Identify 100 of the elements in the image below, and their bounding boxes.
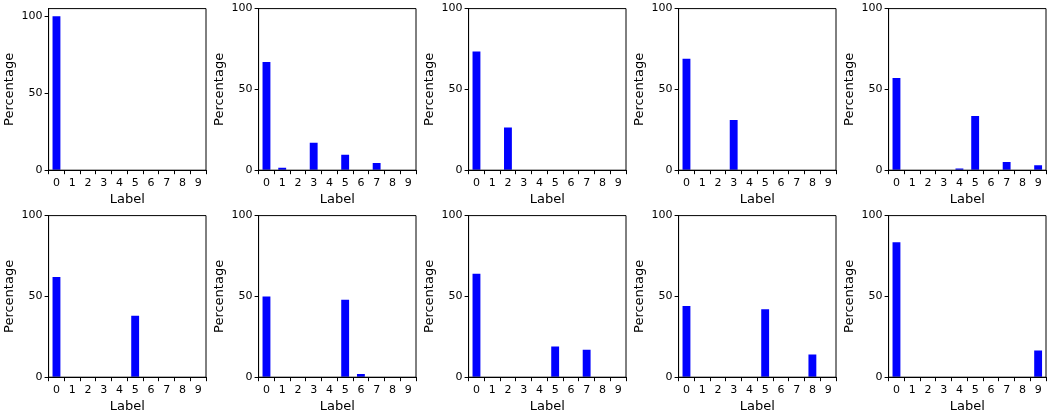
bar	[1034, 165, 1043, 170]
x-axis-title: Label	[319, 397, 355, 413]
x-tick-label: 0	[472, 382, 480, 396]
x-tick-label: 4	[745, 382, 753, 396]
x-tick-label: 1	[68, 382, 76, 396]
x-tick-label: 7	[793, 382, 801, 396]
x-tick-label: 7	[1003, 382, 1011, 396]
x-tick-label: 8	[178, 382, 186, 396]
x-tick-label: 7	[793, 175, 801, 189]
x-tick-label: 0	[472, 175, 480, 189]
x-axis-title: Label	[529, 190, 565, 206]
y-axis-title: Percentage	[631, 259, 647, 333]
x-tick-label: 4	[535, 382, 543, 396]
x-tick-label: 0	[682, 175, 690, 189]
y-tick-label: 50	[658, 289, 673, 303]
y-tick-label: 50	[658, 82, 673, 96]
y-tick-label: 50	[238, 82, 253, 96]
x-tick-label: 1	[908, 382, 916, 396]
x-tick-label: 8	[598, 382, 606, 396]
x-tick-label: 0	[52, 175, 60, 189]
bar	[341, 299, 350, 377]
y-tick-label: 50	[238, 289, 253, 303]
x-tick-label: 9	[614, 175, 622, 189]
x-axis-title: Label	[109, 190, 145, 206]
x-tick-label: 2	[924, 175, 932, 189]
x-tick-label: 3	[520, 382, 528, 396]
y-tick-label: 0	[455, 370, 463, 384]
x-tick-label: 2	[294, 382, 302, 396]
y-tick-label: 100	[861, 208, 883, 222]
y-tick-label: 50	[28, 289, 43, 303]
x-tick-label: 1	[68, 175, 76, 189]
x-tick-label: 0	[52, 382, 60, 396]
x-tick-label: 1	[278, 175, 286, 189]
y-tick-label: 0	[665, 370, 673, 384]
x-tick-label: 2	[84, 382, 92, 396]
x-tick-label: 1	[698, 382, 706, 396]
x-tick-label: 6	[357, 382, 365, 396]
y-axis-title: Percentage	[1, 259, 17, 333]
x-tick-label: 2	[504, 175, 512, 189]
y-tick-label: 0	[455, 163, 463, 177]
x-tick-label: 5	[131, 175, 139, 189]
x-tick-label: 6	[567, 175, 575, 189]
x-tick-label: 3	[100, 175, 108, 189]
x-axis-title: Label	[109, 397, 145, 413]
x-tick-label: 5	[551, 382, 559, 396]
y-tick-label: 50	[868, 82, 883, 96]
y-axis-title: Percentage	[841, 259, 857, 333]
x-tick-label: 4	[115, 175, 123, 189]
x-tick-label: 9	[1034, 175, 1042, 189]
x-tick-label: 4	[955, 175, 963, 189]
x-axis-title: Label	[529, 397, 565, 413]
x-tick-label: 7	[583, 175, 591, 189]
bar	[262, 296, 271, 377]
x-tick-label: 8	[388, 175, 396, 189]
y-tick-label: 100	[861, 1, 883, 15]
x-tick-label: 8	[1018, 175, 1026, 189]
x-tick-label: 2	[924, 382, 932, 396]
bar	[582, 349, 591, 377]
x-tick-label: 0	[892, 382, 900, 396]
x-tick-label: 6	[987, 175, 995, 189]
x-tick-label: 5	[341, 382, 349, 396]
x-tick-label: 6	[147, 382, 155, 396]
x-tick-label: 1	[278, 382, 286, 396]
x-tick-label: 2	[714, 382, 722, 396]
x-tick-label: 0	[262, 382, 270, 396]
x-tick-label: 2	[294, 175, 302, 189]
y-tick-label: 0	[875, 370, 883, 384]
x-tick-label: 2	[84, 175, 92, 189]
bar	[971, 116, 980, 170]
x-tick-label: 9	[404, 382, 412, 396]
y-tick-label: 50	[448, 289, 463, 303]
x-tick-label: 7	[373, 382, 381, 396]
y-axis-title: Percentage	[841, 52, 857, 126]
x-tick-label: 1	[488, 175, 496, 189]
y-tick-label: 100	[231, 1, 253, 15]
x-tick-label: 3	[310, 175, 318, 189]
y-axis-title: Percentage	[211, 259, 227, 333]
x-tick-label: 5	[341, 175, 349, 189]
x-tick-label: 7	[583, 382, 591, 396]
x-tick-label: 6	[777, 382, 785, 396]
x-tick-label: 8	[388, 382, 396, 396]
x-tick-label: 9	[194, 175, 202, 189]
y-tick-label: 0	[35, 370, 43, 384]
y-tick-label: 0	[245, 163, 253, 177]
x-tick-label: 1	[908, 175, 916, 189]
x-tick-label: 9	[404, 175, 412, 189]
x-tick-label: 6	[567, 382, 575, 396]
y-tick-label: 0	[665, 163, 673, 177]
x-axis-title: Label	[949, 397, 985, 413]
x-tick-label: 6	[987, 382, 995, 396]
bar	[341, 154, 350, 170]
x-tick-label: 4	[325, 175, 333, 189]
x-axis-title: Label	[739, 397, 775, 413]
y-tick-label: 50	[28, 86, 43, 100]
x-tick-label: 3	[730, 175, 738, 189]
y-tick-label: 100	[21, 208, 43, 222]
x-tick-label: 5	[761, 175, 769, 189]
x-tick-label: 9	[614, 382, 622, 396]
x-tick-label: 5	[971, 382, 979, 396]
x-tick-label: 4	[955, 382, 963, 396]
